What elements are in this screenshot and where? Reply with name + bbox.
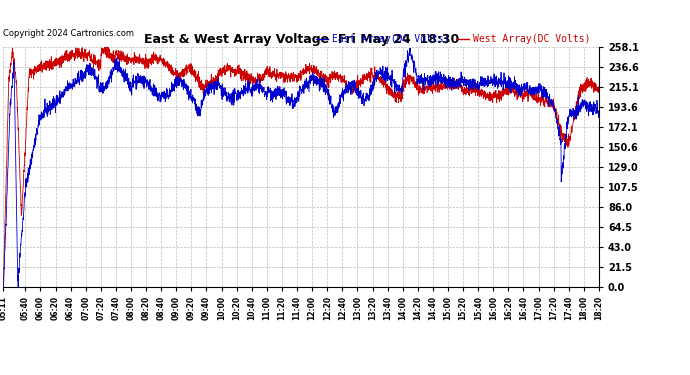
Title: East & West Array Voltage  Fri May 24  18:30: East & West Array Voltage Fri May 24 18:…	[144, 33, 459, 46]
Text: Copyright 2024 Cartronics.com: Copyright 2024 Cartronics.com	[3, 30, 135, 39]
Legend: East Array(DC Volts), West Array(DC Volts): East Array(DC Volts), West Array(DC Volt…	[313, 30, 594, 48]
